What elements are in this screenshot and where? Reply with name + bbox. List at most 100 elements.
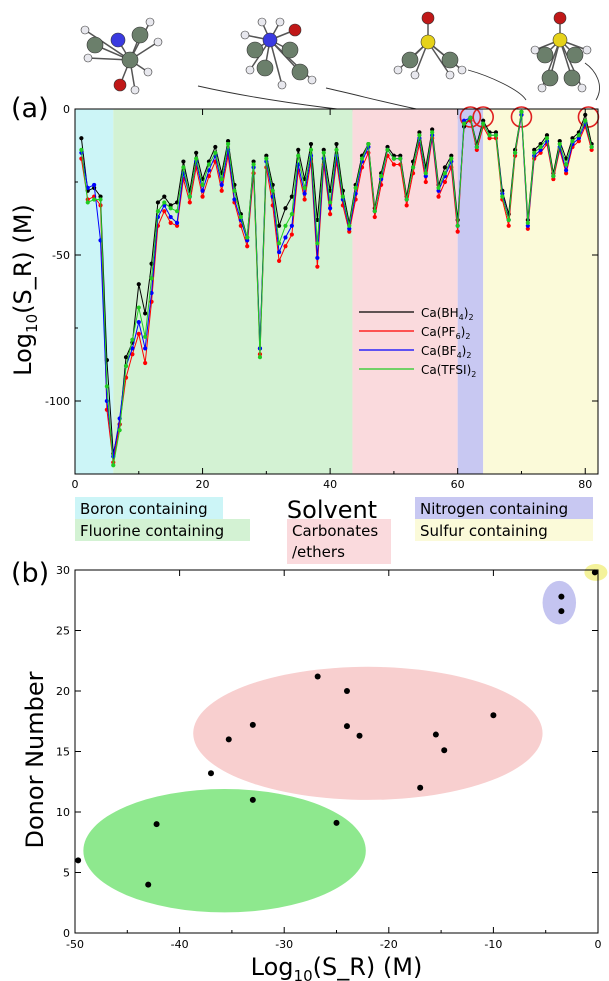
scatter-point [432,731,439,738]
series-0-point [283,206,288,211]
x-tick-label: 0 [595,938,602,951]
series-3-point [436,185,441,190]
x-tick-label: 60 [451,478,465,491]
series-1-point [328,212,333,217]
group-ellipse-2 [542,580,577,625]
series-3-point [347,223,352,228]
series-0-point [417,130,422,135]
series-3-point [398,156,403,161]
molecule-atom [410,70,420,80]
scatter-point [75,857,82,864]
series-0-point [168,203,173,208]
y-tick-label: 15 [56,746,70,759]
series-3-point [538,144,543,150]
series-3-point [225,141,231,147]
molecule-atom [245,65,255,75]
scatter-point [558,608,565,615]
series-3-point [187,194,192,199]
series-3-point [162,200,167,205]
series-0-point [181,159,186,164]
legend-mid: ) [464,306,469,320]
x-tick-label: 40 [323,478,337,491]
series-3-point [340,194,345,199]
series-0-point [194,150,199,155]
scatter-point [441,747,448,754]
series-1-point [551,176,556,182]
region-band-1 [113,109,353,474]
region-label-text: Sulfur containing [420,522,548,540]
series-3-point [308,147,314,152]
series-2-point [276,249,282,255]
molecule-atom [530,45,540,55]
series-3-point [315,241,320,246]
series-0-point [136,282,141,287]
series-3-point [385,147,390,152]
series-3-point [123,363,129,369]
series-3-point [353,185,358,190]
series-3-point [111,463,116,468]
series-3-point [442,171,448,176]
series-0-point [430,127,435,132]
y-tick-label: 30 [56,564,70,577]
series-1-point [219,188,224,193]
series-3-point [359,156,365,161]
series-1-point [289,232,294,237]
series-0-point [449,153,454,158]
molecule-atom [553,11,567,25]
series-1-point [168,220,173,225]
series-2-point [136,320,141,325]
series-1-point [589,147,594,152]
series-1-point [347,229,352,234]
scatter-chart-ylabel: Donor Number [21,671,49,848]
line-chart-ylabel: Log10(S_R) (M) [9,204,41,376]
series-2-point [219,182,224,188]
molecule-atom [307,75,317,85]
series-2-point [461,118,467,123]
series-3-point [245,235,250,240]
series-1-point [564,171,569,176]
x-tick-label: -20 [380,938,398,951]
molecule-atom [153,37,163,47]
region-label-text: Fluorine containing [80,522,224,540]
series-3-point [417,133,422,138]
molecule-atom [563,69,581,87]
scatter-point [249,796,256,803]
y-tick-label: 0 [63,103,70,116]
series-0-point [264,153,269,158]
molecule-atom [80,25,90,35]
y-tick-label: -100 [45,395,70,408]
scatter-point [490,712,497,719]
series-2-point [564,168,569,173]
series-3-point [410,165,416,170]
series-3-point [468,115,473,120]
series-3-point [232,188,237,193]
series-3-point [519,109,524,115]
molecule-atom [281,41,299,59]
series-0-point [79,136,84,141]
highlight-circle-0 [459,106,482,128]
series-3-point [149,276,154,281]
series-0-point [385,144,390,150]
x-tick-label: 80 [578,478,592,491]
x-tick-label: -50 [66,938,84,951]
series-0-point [334,141,339,147]
series-0-point [321,147,326,152]
molecule-atom [121,51,139,69]
series-3-point [264,156,269,161]
series-2-point [436,188,441,193]
series-3-point [570,139,575,144]
molecule-atom [83,53,93,63]
series-2-point [315,255,320,261]
series-3-point [481,121,486,126]
molecule-atom [577,83,587,93]
region-label-box-4 [415,519,593,541]
series-1-point [162,209,167,214]
series-2-point [92,182,97,188]
series-1-point [506,223,511,228]
x-tick-label: 20 [196,478,210,491]
series-3-point [544,136,550,141]
series-3-point [532,150,537,155]
series-3-point [589,144,594,150]
molecule-atom [441,51,459,69]
